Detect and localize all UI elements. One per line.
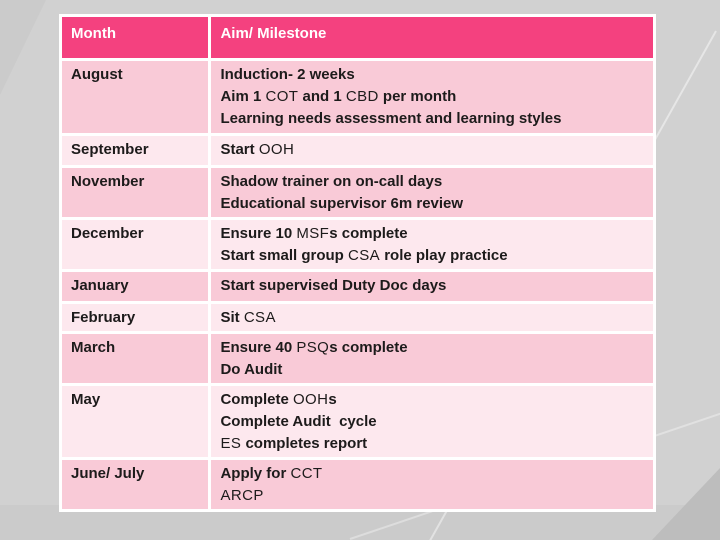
background-accent-top-left [0, 0, 46, 95]
milestone-line: Ensure 40 PSQs complete [220, 337, 645, 359]
milestone-line: Start small group CSA role play practice [220, 245, 645, 267]
acronym-text: CSA [348, 247, 381, 264]
table-row: February Sit CSA [62, 304, 653, 331]
milestone-line: ARCP [220, 485, 645, 507]
milestone-line: Learning needs assessment and learning s… [220, 108, 645, 130]
acronym-text: MSF [296, 225, 330, 242]
milestone-text: Complete [220, 391, 293, 408]
milestone-line: Educational supervisor 6m review [220, 193, 645, 215]
month-cell: August [62, 61, 209, 133]
column-header-month: Month [62, 17, 209, 58]
table-header-row: Month Aim/ Milestone [62, 17, 653, 58]
acronym-text: ES [220, 435, 242, 452]
month-cell: November [62, 168, 209, 217]
table-row: August Induction- 2 weeks Aim 1 COT and … [62, 61, 653, 133]
milestone-text: Shadow trainer on on-call days [220, 173, 443, 190]
milestone-text: Educational supervisor 6m review [220, 195, 464, 212]
acronym-text: CCT [290, 465, 323, 482]
table-row: June/ July Apply for CCT ARCP [62, 460, 653, 509]
milestone-text: Apply for [220, 465, 291, 482]
milestone-line: Aim 1 COT and 1 CBD per month [220, 86, 645, 108]
milestone-text: Complete Audit cycle [220, 413, 377, 430]
milestone-cell: Sit CSA [211, 304, 653, 331]
column-header-milestone: Aim/ Milestone [211, 17, 653, 58]
milestone-text: Induction- 2 weeks [220, 66, 355, 83]
milestone-text: s [328, 391, 337, 408]
milestone-text: completes report [241, 435, 368, 452]
month-cell: March [62, 334, 209, 383]
milestone-text: Do Audit [220, 361, 283, 378]
milestone-text: per month [378, 88, 457, 105]
milestone-line: Sit CSA [220, 307, 645, 329]
month-cell: December [62, 220, 209, 269]
milestone-text: Start [220, 141, 259, 158]
milestone-cell: Ensure 10 MSFs complete Start small grou… [211, 220, 653, 269]
table-row: May Complete OOHs Complete Audit cycle E… [62, 386, 653, 457]
month-cell: May [62, 386, 209, 457]
milestone-cell: Complete OOHs Complete Audit cycle ES co… [211, 386, 653, 457]
milestone-text: Sit [220, 309, 244, 326]
milestone-text: Learning needs assessment and learning s… [220, 110, 562, 127]
table-row: January Start supervised Duty Doc days [62, 272, 653, 301]
milestone-cell: Start OOH [211, 136, 653, 165]
milestone-text: and 1 [298, 88, 346, 105]
milestone-text: s complete [329, 225, 408, 242]
milestone-line: ES completes report [220, 433, 645, 455]
table-row: December Ensure 10 MSFs complete Start s… [62, 220, 653, 269]
milestone-line: Shadow trainer on on-call days [220, 171, 645, 193]
table-row: September Start OOH [62, 136, 653, 165]
table-row: November Shadow trainer on on-call days … [62, 168, 653, 217]
acronym-text: COT [265, 88, 299, 105]
milestone-line: Apply for CCT [220, 463, 645, 485]
milestone-text: Start supervised Duty Doc days [220, 277, 447, 294]
milestone-line: Start supervised Duty Doc days [220, 275, 645, 297]
milestone-text: Ensure 10 [220, 225, 297, 242]
milestone-line: Do Audit [220, 359, 645, 381]
milestone-line: Ensure 10 MSFs complete [220, 223, 645, 245]
month-cell: September [62, 136, 209, 165]
acronym-text: OOH [258, 141, 295, 158]
milestone-text: Ensure 40 [220, 339, 297, 356]
milestone-text: s complete [329, 339, 408, 356]
milestone-text: Aim 1 [220, 88, 266, 105]
milestones-table: Month Aim/ Milestone August Induction- 2… [59, 14, 656, 512]
acronym-text: CBD [345, 88, 379, 105]
milestone-line: Start OOH [220, 139, 645, 161]
acronym-text: PSQ [296, 339, 330, 356]
milestone-cell: Induction- 2 weeks Aim 1 COT and 1 CBD p… [211, 61, 653, 133]
milestone-line: Complete Audit cycle [220, 411, 645, 433]
table-row: March Ensure 40 PSQs complete Do Audit [62, 334, 653, 383]
milestone-cell: Shadow trainer on on-call days Education… [211, 168, 653, 217]
month-cell: June/ July [62, 460, 209, 509]
milestone-line: Complete OOHs [220, 389, 645, 411]
milestone-text: role play practice [380, 247, 508, 264]
month-cell: January [62, 272, 209, 301]
milestone-cell: Start supervised Duty Doc days [211, 272, 653, 301]
acronym-text: CSA [243, 309, 276, 326]
milestone-line: Induction- 2 weeks [220, 64, 645, 86]
milestone-cell: Ensure 40 PSQs complete Do Audit [211, 334, 653, 383]
milestone-text: Start small group [220, 247, 348, 264]
acronym-text: ARCP [220, 487, 264, 504]
acronym-text: OOH [292, 391, 329, 408]
month-cell: February [62, 304, 209, 331]
milestone-cell: Apply for CCT ARCP [211, 460, 653, 509]
